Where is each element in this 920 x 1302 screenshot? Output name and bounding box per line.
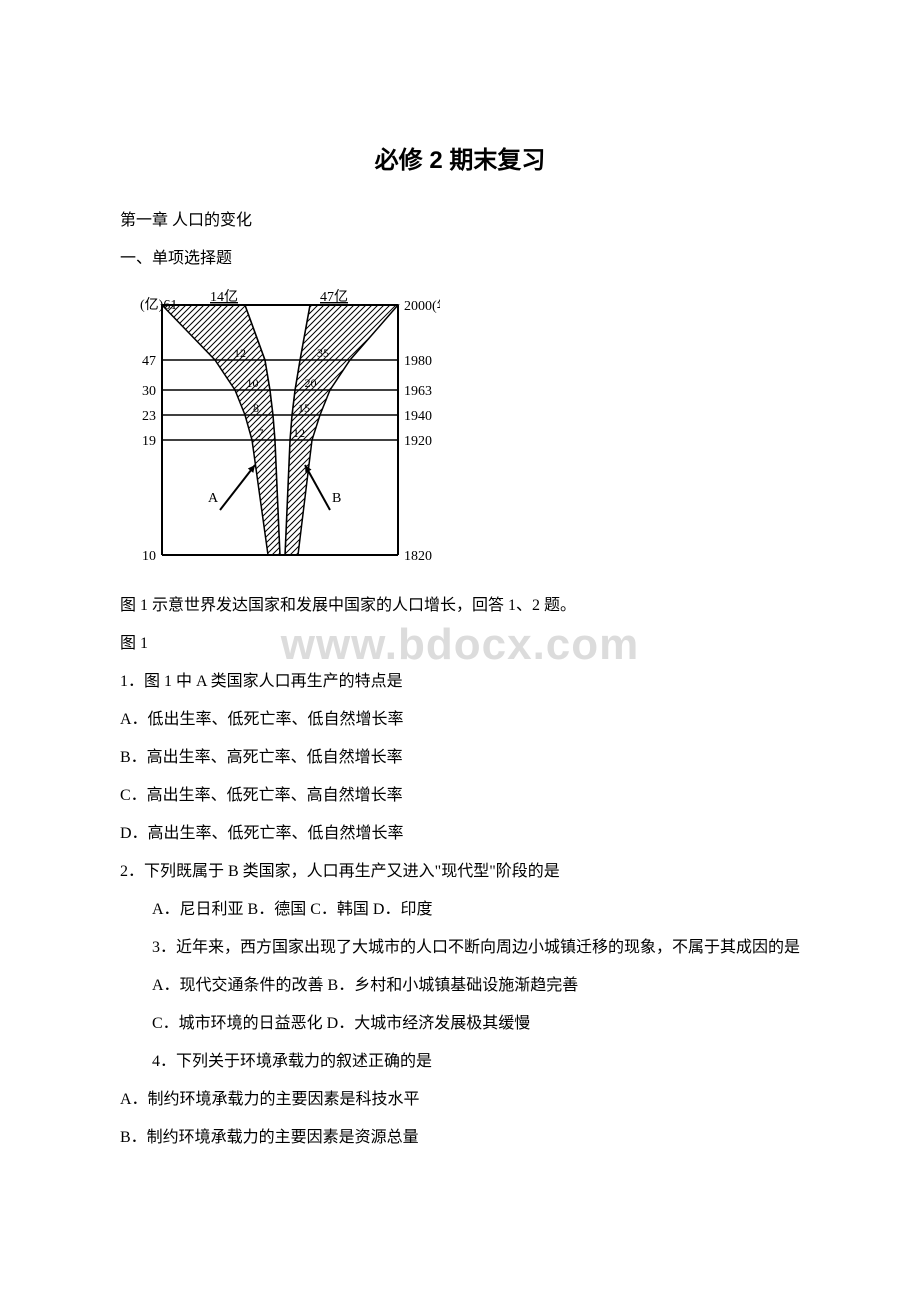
figure-label: 图 1 <box>120 628 800 660</box>
q3-opts-2: C．城市环境的日益恶化 D．大城市经济发展极其缓慢 <box>120 1008 800 1040</box>
svg-text:15: 15 <box>298 401 310 415</box>
svg-text:8: 8 <box>253 401 259 415</box>
svg-text:10: 10 <box>142 549 156 564</box>
svg-text:(亿)61: (亿)61 <box>140 297 177 313</box>
svg-text:23: 23 <box>142 409 156 424</box>
svg-text:12: 12 <box>234 346 246 360</box>
chapter-heading: 第一章 人口的变化 <box>120 205 800 237</box>
q4-opt-b: B．制约环境承载力的主要因素是资源总量 <box>120 1122 800 1154</box>
svg-text:1940: 1940 <box>404 409 432 424</box>
svg-text:10: 10 <box>247 376 259 390</box>
figure-1: (亿)61 47 30 23 19 10 2000(年) 1980 1963 1940 1920 18… <box>140 285 800 580</box>
q4-opt-a: A．制约环境承载力的主要因素是科技水平 <box>120 1084 800 1116</box>
svg-text:2000(年): 2000(年) <box>404 298 440 314</box>
svg-text:14亿: 14亿 <box>210 289 238 305</box>
svg-text:1963: 1963 <box>404 384 432 399</box>
svg-text:20: 20 <box>305 376 317 390</box>
q2-stem: 2．下列既属于 B 类国家，人口再生产又进入"现代型"阶段的是 <box>120 856 800 888</box>
svg-text:1980: 1980 <box>404 354 432 369</box>
svg-text:7: 7 <box>258 426 264 440</box>
svg-text:12: 12 <box>293 426 305 440</box>
svg-text:30: 30 <box>142 384 156 399</box>
svg-text:B: B <box>332 491 341 506</box>
svg-text:47亿: 47亿 <box>320 289 348 305</box>
svg-text:47: 47 <box>142 354 156 369</box>
population-chart: (亿)61 47 30 23 19 10 2000(年) 1980 1963 1940 1920 18… <box>140 285 440 575</box>
q1-opt-d: D．高出生率、低死亡率、低自然增长率 <box>120 818 800 850</box>
q4-stem: 4．下列关于环境承载力的叙述正确的是 <box>120 1046 800 1078</box>
q3-opts-1: A．现代交通条件的改善 B．乡村和小城镇基础设施渐趋完善 <box>120 970 800 1002</box>
q1-opt-b: B．高出生率、高死亡率、低自然增长率 <box>120 742 800 774</box>
document-page: 必修 2 期末复习 第一章 人口的变化 一、单项选择题 (亿)61 47 30 23 1… <box>0 0 920 1302</box>
svg-text:1920: 1920 <box>404 434 432 449</box>
svg-text:19: 19 <box>142 434 156 449</box>
q1-opt-a: A．低出生率、低死亡率、低自然增长率 <box>120 704 800 736</box>
page-title: 必修 2 期末复习 <box>120 140 800 175</box>
q1-opt-c: C．高出生率、低死亡率、高自然增长率 <box>120 780 800 812</box>
figure-caption: 图 1 示意世界发达国家和发展中国家的人口增长，回答 1、2 题。 <box>120 590 800 622</box>
svg-text:1820: 1820 <box>404 549 432 564</box>
section-heading: 一、单项选择题 <box>120 243 800 275</box>
q1-stem: 1．图 1 中 A 类国家人口再生产的特点是 <box>120 666 800 698</box>
svg-text:35: 35 <box>317 346 329 360</box>
q2-opts: A．尼日利亚 B．德国 C．韩国 D．印度 <box>120 894 800 926</box>
q3-stem: 3．近年来，西方国家出现了大城市的人口不断向周边小城镇迁移的现象，不属于其成因的… <box>120 932 800 964</box>
svg-text:A: A <box>208 491 219 506</box>
